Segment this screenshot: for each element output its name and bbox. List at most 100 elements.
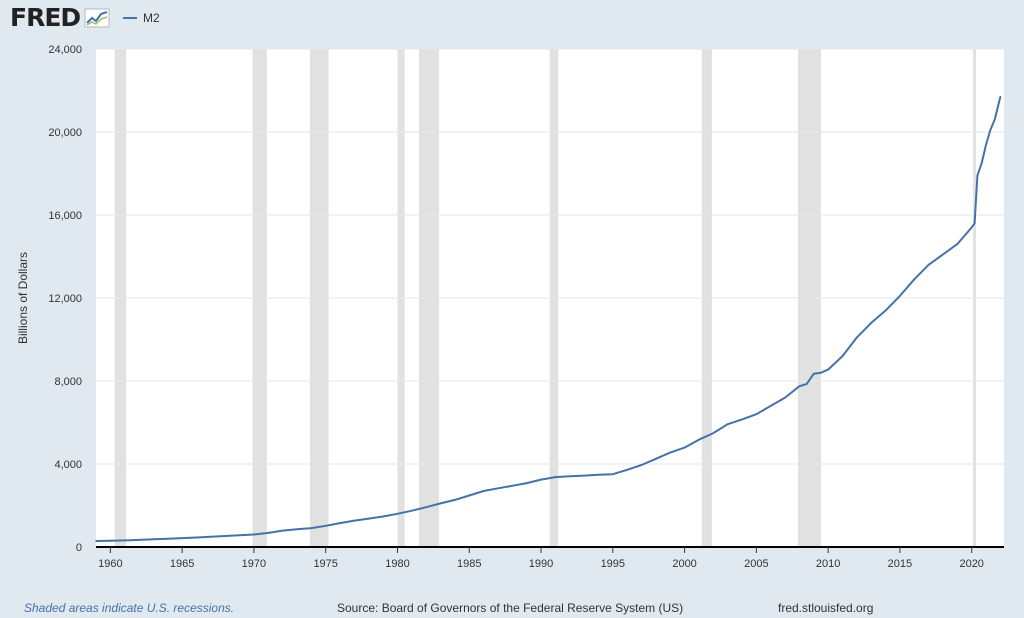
axes: 0 4,000 8,000 12,000 16,000 20,000 24,000 1960 1… [48, 44, 1004, 570]
data-point-40 [669, 451, 672, 454]
y-tick-label-6: 24,000 [48, 44, 82, 56]
legend-swatch-m2 [123, 17, 137, 19]
chart-legend[interactable]: M2 [123, 11, 160, 25]
data-point-5 [166, 537, 169, 540]
data-point-25 [454, 499, 456, 501]
data-point-69 [993, 118, 996, 121]
data-point-42 [698, 438, 700, 441]
data-point-34 [583, 474, 585, 477]
data-point-39 [655, 458, 657, 460]
x-tick-label-1: 1965 [170, 558, 194, 570]
data-point-36 [612, 473, 614, 475]
data-point-65 [976, 174, 979, 177]
series-layer [95, 95, 1002, 542]
source-url-link[interactable]: fred.stlouisfed.org [778, 601, 874, 615]
data-point-49 [798, 385, 801, 387]
data-point-59 [913, 278, 916, 281]
data-point-29 [511, 484, 514, 487]
x-tick-label-10: 2010 [816, 558, 840, 570]
data-point-58 [899, 295, 901, 297]
data-point-66 [980, 162, 983, 164]
y-tick-label-1: 4,000 [54, 459, 82, 471]
data-point-31 [540, 478, 542, 481]
data-point-3 [138, 539, 140, 541]
data-point-21 [396, 513, 399, 515]
y-tick-label-5: 20,000 [48, 127, 82, 139]
data-point-67 [985, 143, 987, 146]
data-point-33 [568, 475, 571, 478]
x-tick-label-12: 2020 [959, 558, 983, 570]
y-tick-label-2: 8,000 [54, 376, 82, 388]
data-point-6 [181, 537, 183, 539]
source-text: Source: Board of Governors of the Federa… [337, 601, 684, 615]
data-point-13 [281, 529, 284, 532]
x-tick-label-5: 1985 [457, 558, 481, 570]
data-point-43 [712, 432, 715, 434]
data-point-30 [525, 482, 528, 484]
data-point-4 [152, 538, 155, 541]
line-graph-icon [84, 8, 110, 27]
data-point-45 [741, 418, 743, 421]
data-point-68 [989, 129, 992, 131]
data-point-17 [339, 522, 341, 524]
data-point-10 [238, 534, 241, 536]
x-tick-label-8: 2000 [672, 558, 696, 570]
data-point-20 [382, 515, 384, 518]
data-point-54 [841, 355, 844, 357]
data-point-9 [224, 535, 227, 537]
data-point-60 [927, 264, 930, 266]
data-point-12 [267, 532, 270, 534]
x-tick-label-6: 1990 [529, 558, 553, 570]
data-point-16 [324, 525, 327, 527]
y-tick-label-0: 0 [76, 542, 82, 554]
y-tick-label-4: 16,000 [48, 210, 82, 222]
x-tick-label-11: 2015 [888, 558, 912, 570]
data-point-56 [870, 322, 873, 324]
data-point-27 [482, 490, 485, 492]
data-point-37 [626, 469, 628, 471]
x-tick-label-3: 1975 [313, 558, 337, 570]
data-point-62 [956, 243, 959, 245]
data-point-19 [367, 517, 370, 520]
data-point-51 [812, 372, 815, 375]
legend-label-m2: M2 [143, 11, 160, 25]
data-point-1 [109, 539, 112, 542]
data-point-46 [755, 413, 758, 416]
fred-logo-text: FRED [10, 3, 81, 32]
data-point-38 [640, 464, 643, 466]
y-axis-label: Billions of Dollars [16, 251, 30, 345]
recession-note: Shaded areas indicate U.S. recessions. [24, 601, 235, 615]
data-point-63 [970, 226, 973, 229]
fred-logo[interactable]: FRED [10, 3, 110, 32]
data-point-32 [554, 476, 557, 478]
data-point-64 [973, 222, 976, 225]
data-point-55 [856, 336, 858, 339]
data-point-22 [411, 509, 413, 512]
data-point-26 [468, 494, 471, 497]
x-tick-label-9: 2005 [744, 558, 768, 570]
data-point-50 [805, 383, 808, 385]
data-point-23 [425, 506, 427, 508]
data-point-15 [310, 527, 313, 529]
data-point-18 [353, 519, 356, 522]
data-point-35 [597, 473, 600, 476]
data-point-47 [769, 405, 772, 407]
x-tick-label-0: 1960 [98, 558, 122, 570]
data-point-8 [210, 536, 212, 538]
x-tick-label-4: 1980 [385, 558, 409, 570]
data-point-14 [296, 528, 298, 530]
data-point-57 [884, 309, 887, 312]
data-point-11 [253, 533, 255, 536]
data-point-61 [942, 253, 944, 256]
data-point-48 [784, 396, 786, 399]
data-point-28 [497, 487, 499, 490]
data-point-41 [683, 446, 686, 449]
data-point-70 [999, 95, 1002, 98]
gridlines [96, 48, 1004, 465]
data-point-2 [123, 539, 126, 542]
y-tick-label-3: 12,000 [48, 293, 82, 305]
data-point-0 [95, 540, 97, 542]
data-point-53 [827, 368, 829, 371]
data-point-44 [726, 423, 729, 425]
